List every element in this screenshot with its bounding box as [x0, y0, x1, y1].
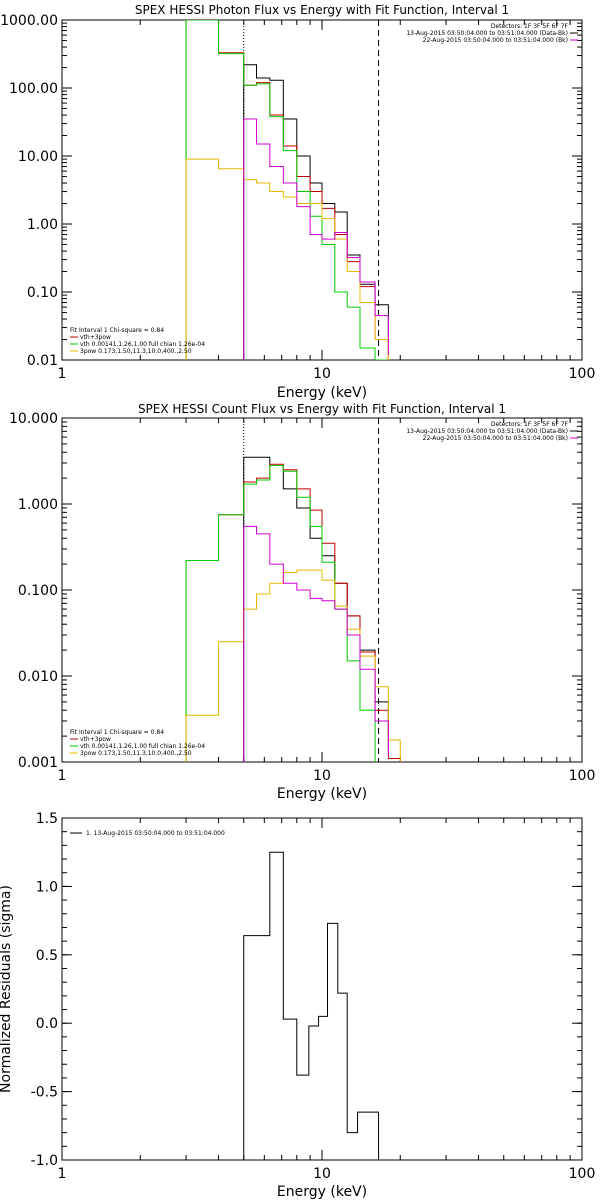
series-3pow: [185, 158, 389, 360]
x-tick-label: 1: [58, 768, 67, 784]
legend-bottom-left-entry: vth 0.00141,1.26,1.00 full chian 1.26e-0…: [80, 341, 205, 348]
legend-top-right-entry: Detectors: 1F 3F 5F 6F 7F: [491, 23, 569, 30]
chart-panel-3: 1 10 100 Energy (keV) -1.0 -0.5 0.0 0.5 1.0 1.5 No…: [0, 811, 595, 1200]
series-data-bk: [243, 456, 389, 762]
legend-bottom-left-entry: Fit Interval 1 Chi-square = 0.84: [70, 327, 164, 334]
x-tick-label: 100: [569, 768, 596, 784]
plot-frame: [61, 417, 583, 763]
y-tick-label: -1.0: [31, 1153, 58, 1169]
legend-top-right-entry: 13-Aug-2015 03:50:04.000 to 03:51:04.000…: [406, 30, 568, 37]
x-axis-label: Energy (keV): [277, 786, 367, 802]
chart-title: SPEX HESSI Photon Flux vs Energy with Fi…: [135, 3, 509, 17]
series-vth-3pow: [185, 463, 401, 762]
x-tick-label: 100: [569, 366, 596, 382]
legend-top-left-entry: 1. 13-Aug-2015 03:50:04.000 to 03:51:04.…: [86, 830, 225, 837]
x-tick-label: 100: [569, 1166, 596, 1182]
series-group: [185, 456, 401, 762]
chart-panel-1: SPEX HESSI Photon Flux vs Energy with Fi…: [0, 3, 595, 401]
y-tick-label: 0.01: [27, 353, 58, 369]
legend-bottom-left-entry: vth 0.00141,1.26,1.00 full chian 1.26e-0…: [80, 743, 205, 750]
y-tick-label: 10.00: [18, 149, 58, 165]
y-tick-label: 0.5: [36, 948, 58, 964]
legend-bottom-left-entry: 3pow 0.173,1.50,11.3,10.0,400.,2.50: [80, 348, 192, 355]
chart-title: SPEX HESSI Count Flux vs Energy with Fit…: [138, 402, 506, 416]
legend-top-right-entry: Detectors: 1F 3F 5F 6F 7F: [491, 421, 569, 428]
series-1-13-aug-2015-03-50-04-000-to-03-51-04-000: [243, 851, 380, 1160]
series-vth: [185, 20, 389, 360]
series-data-bk: [243, 64, 389, 360]
legend-top-right-entry: 22-Aug-2015 03:50:04.000 to 03:51:04.000…: [423, 37, 568, 44]
series-3pow: [185, 569, 401, 762]
y-tick-label: 0.100: [18, 583, 58, 599]
y-tick-label: 1.000: [18, 497, 58, 513]
y-tick-label: 10.000: [9, 411, 58, 427]
y-tick-label: -0.5: [31, 1085, 58, 1101]
x-tick-label: 10: [313, 768, 331, 784]
series-vth-3pow: [185, 20, 389, 360]
y-tick-label: 100.00: [9, 81, 58, 97]
y-tick-label: 0.10: [27, 285, 58, 301]
series-group: [185, 20, 389, 360]
legend-top-right-entry: 13-Aug-2015 03:50:04.000 to 03:51:04.000…: [406, 428, 568, 435]
y-axis-label: Normalized Residuals (sigma): [0, 885, 14, 1093]
plot-frame: [61, 817, 583, 1161]
x-axis-label: Energy (keV): [277, 385, 367, 401]
series-group: [243, 851, 380, 1160]
series-bk: [243, 525, 389, 762]
chart-panel-2: SPEX HESSI Count Flux vs Energy with Fit…: [9, 402, 595, 802]
y-tick-label: 0.010: [18, 669, 58, 685]
y-tick-label: 1000.00: [0, 13, 58, 29]
y-tick-label: 1.00: [27, 217, 58, 233]
x-tick-label: 10: [313, 1166, 331, 1182]
x-tick-label: 1: [58, 366, 67, 382]
legend-bottom-left-entry: 3pow 0.173,1.50,11.3,10.0,400.,2.50: [80, 750, 192, 757]
series-vth: [185, 465, 376, 762]
y-tick-label: 0.0: [36, 1016, 58, 1032]
series-bk: [243, 118, 389, 360]
y-tick-label: 0.001: [18, 755, 58, 771]
legend-bottom-left-entry: Fit Interval 1 Chi-square = 0.84: [70, 729, 164, 736]
x-axis-label: Energy (keV): [277, 1184, 367, 1200]
y-tick-label: 1.0: [36, 879, 58, 895]
x-tick-label: 10: [313, 366, 331, 382]
y-tick-label: 1.5: [36, 811, 58, 827]
x-tick-label: 1: [58, 1166, 67, 1182]
legend-bottom-left-entry: vth+3pow: [80, 736, 111, 743]
legend-bottom-left-entry: vth+3pow: [80, 334, 111, 341]
legend-top-right-entry: 22-Aug-2015 03:50:04.000 to 03:51:04.000…: [423, 435, 568, 442]
